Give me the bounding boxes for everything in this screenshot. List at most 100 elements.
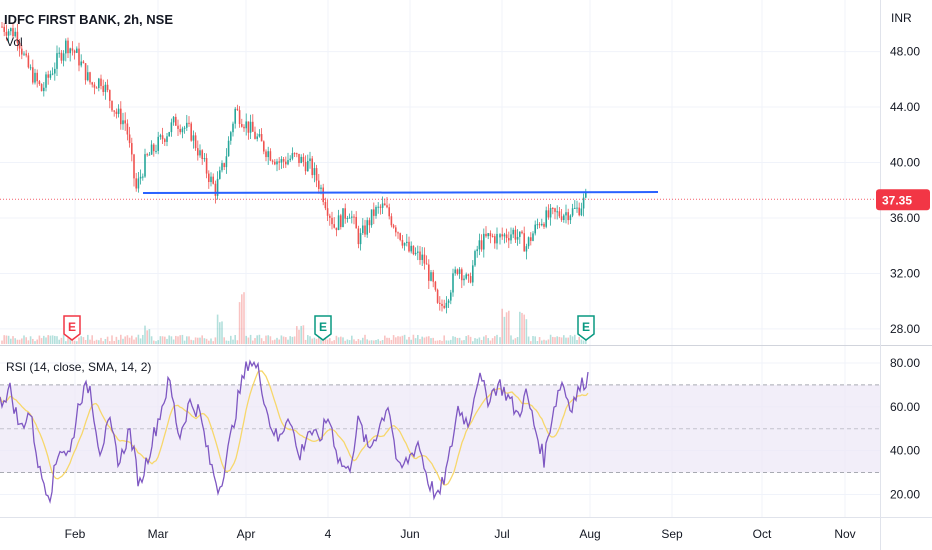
volume-bar [120, 334, 122, 344]
candle-body [214, 183, 217, 196]
candle-body [5, 31, 8, 36]
volume-bar [565, 337, 567, 344]
candle-body [454, 269, 456, 274]
candle-body [351, 216, 353, 218]
volume-bar [23, 335, 25, 344]
volume-bar [245, 335, 247, 344]
volume-bar [153, 340, 155, 344]
candle-body [461, 269, 463, 281]
volume-bar [62, 334, 65, 344]
candle-body [293, 153, 296, 155]
volume-bar [375, 339, 377, 344]
volume-bar [499, 337, 501, 344]
candle-body [538, 224, 541, 226]
svg-text:E: E [68, 320, 76, 334]
candle-body [333, 224, 335, 228]
candle-body [54, 68, 56, 74]
volume-bar [307, 335, 309, 344]
candle-body [368, 220, 371, 226]
candle-body [73, 50, 76, 53]
candle-body [34, 72, 36, 83]
candle-body [324, 202, 327, 209]
volume-bar [547, 339, 550, 344]
candle-body [300, 156, 302, 164]
volume-bar [469, 336, 472, 344]
candle-body [485, 233, 487, 237]
candle-body [186, 122, 188, 128]
volume-bar [353, 339, 355, 344]
volume-bar [386, 337, 388, 344]
volume-bar [445, 340, 448, 344]
price-tick-label: 40.00 [890, 156, 920, 170]
volume-bar [410, 339, 412, 344]
volume-bar [324, 335, 327, 344]
candle-body [496, 233, 498, 244]
volume-bar [322, 340, 324, 344]
volume-bar [126, 335, 129, 344]
candle-body [181, 128, 184, 133]
volume-bar [432, 337, 434, 344]
candle-body [170, 122, 173, 133]
volume-bar [197, 337, 199, 344]
volume-bar [302, 325, 305, 344]
volume-bar [536, 341, 539, 344]
volume-bar [254, 338, 256, 344]
volume-bar [563, 335, 565, 344]
candle-body [340, 215, 342, 228]
candle-body [232, 123, 234, 133]
volume-bar [483, 336, 485, 344]
candle-body [87, 72, 89, 81]
volume-bar [287, 339, 289, 344]
rsi-title: RSI (14, close, SMA, 14, 2) [6, 360, 151, 374]
candle-body [58, 52, 60, 54]
volume-bar [60, 337, 63, 344]
volume-bar [401, 335, 404, 344]
candle-body [32, 67, 34, 83]
candle-body [370, 209, 373, 226]
volume-bar [403, 334, 406, 344]
candle-body [362, 225, 364, 234]
volume-bar [384, 335, 386, 344]
x-tick-label: Apr [237, 527, 256, 541]
candle-body [84, 63, 87, 81]
candle-body [199, 150, 201, 156]
volume-bar [346, 339, 349, 344]
candle-body [375, 206, 377, 216]
volume-bar [447, 340, 450, 344]
candle-body [337, 215, 340, 231]
candle-body [576, 207, 578, 209]
candle-body [282, 159, 285, 162]
volume-bar [320, 337, 322, 344]
volume-bar [436, 340, 439, 344]
currency-label: INR [891, 11, 912, 25]
volume-bar [487, 338, 489, 344]
volume-bar [128, 337, 131, 344]
candle-body [29, 67, 32, 69]
candle-body [357, 228, 360, 245]
volume-bar [329, 338, 331, 344]
volume-bar [285, 337, 287, 344]
volume-bar [122, 338, 124, 344]
candle-body [390, 216, 393, 226]
candle-body [554, 208, 556, 212]
volume-bar [425, 336, 428, 344]
volume-bar [351, 335, 353, 344]
candle-body [194, 135, 197, 149]
x-tick-label: Feb [65, 527, 86, 541]
volume-bar [115, 336, 118, 344]
candle-body [326, 208, 329, 216]
candle-body [269, 151, 272, 161]
volume-bar [474, 338, 476, 344]
candle-body [23, 53, 25, 55]
candle-body [298, 153, 300, 164]
candle-body [113, 110, 115, 112]
candle-body [258, 134, 261, 137]
volume-bar [148, 329, 151, 344]
candle-body [10, 28, 12, 32]
candle-body [386, 205, 388, 208]
candle-body [549, 208, 552, 218]
volume-bar [331, 341, 333, 344]
volume-bar [159, 336, 162, 344]
candle-body [401, 239, 404, 246]
volume-bar [421, 336, 423, 344]
